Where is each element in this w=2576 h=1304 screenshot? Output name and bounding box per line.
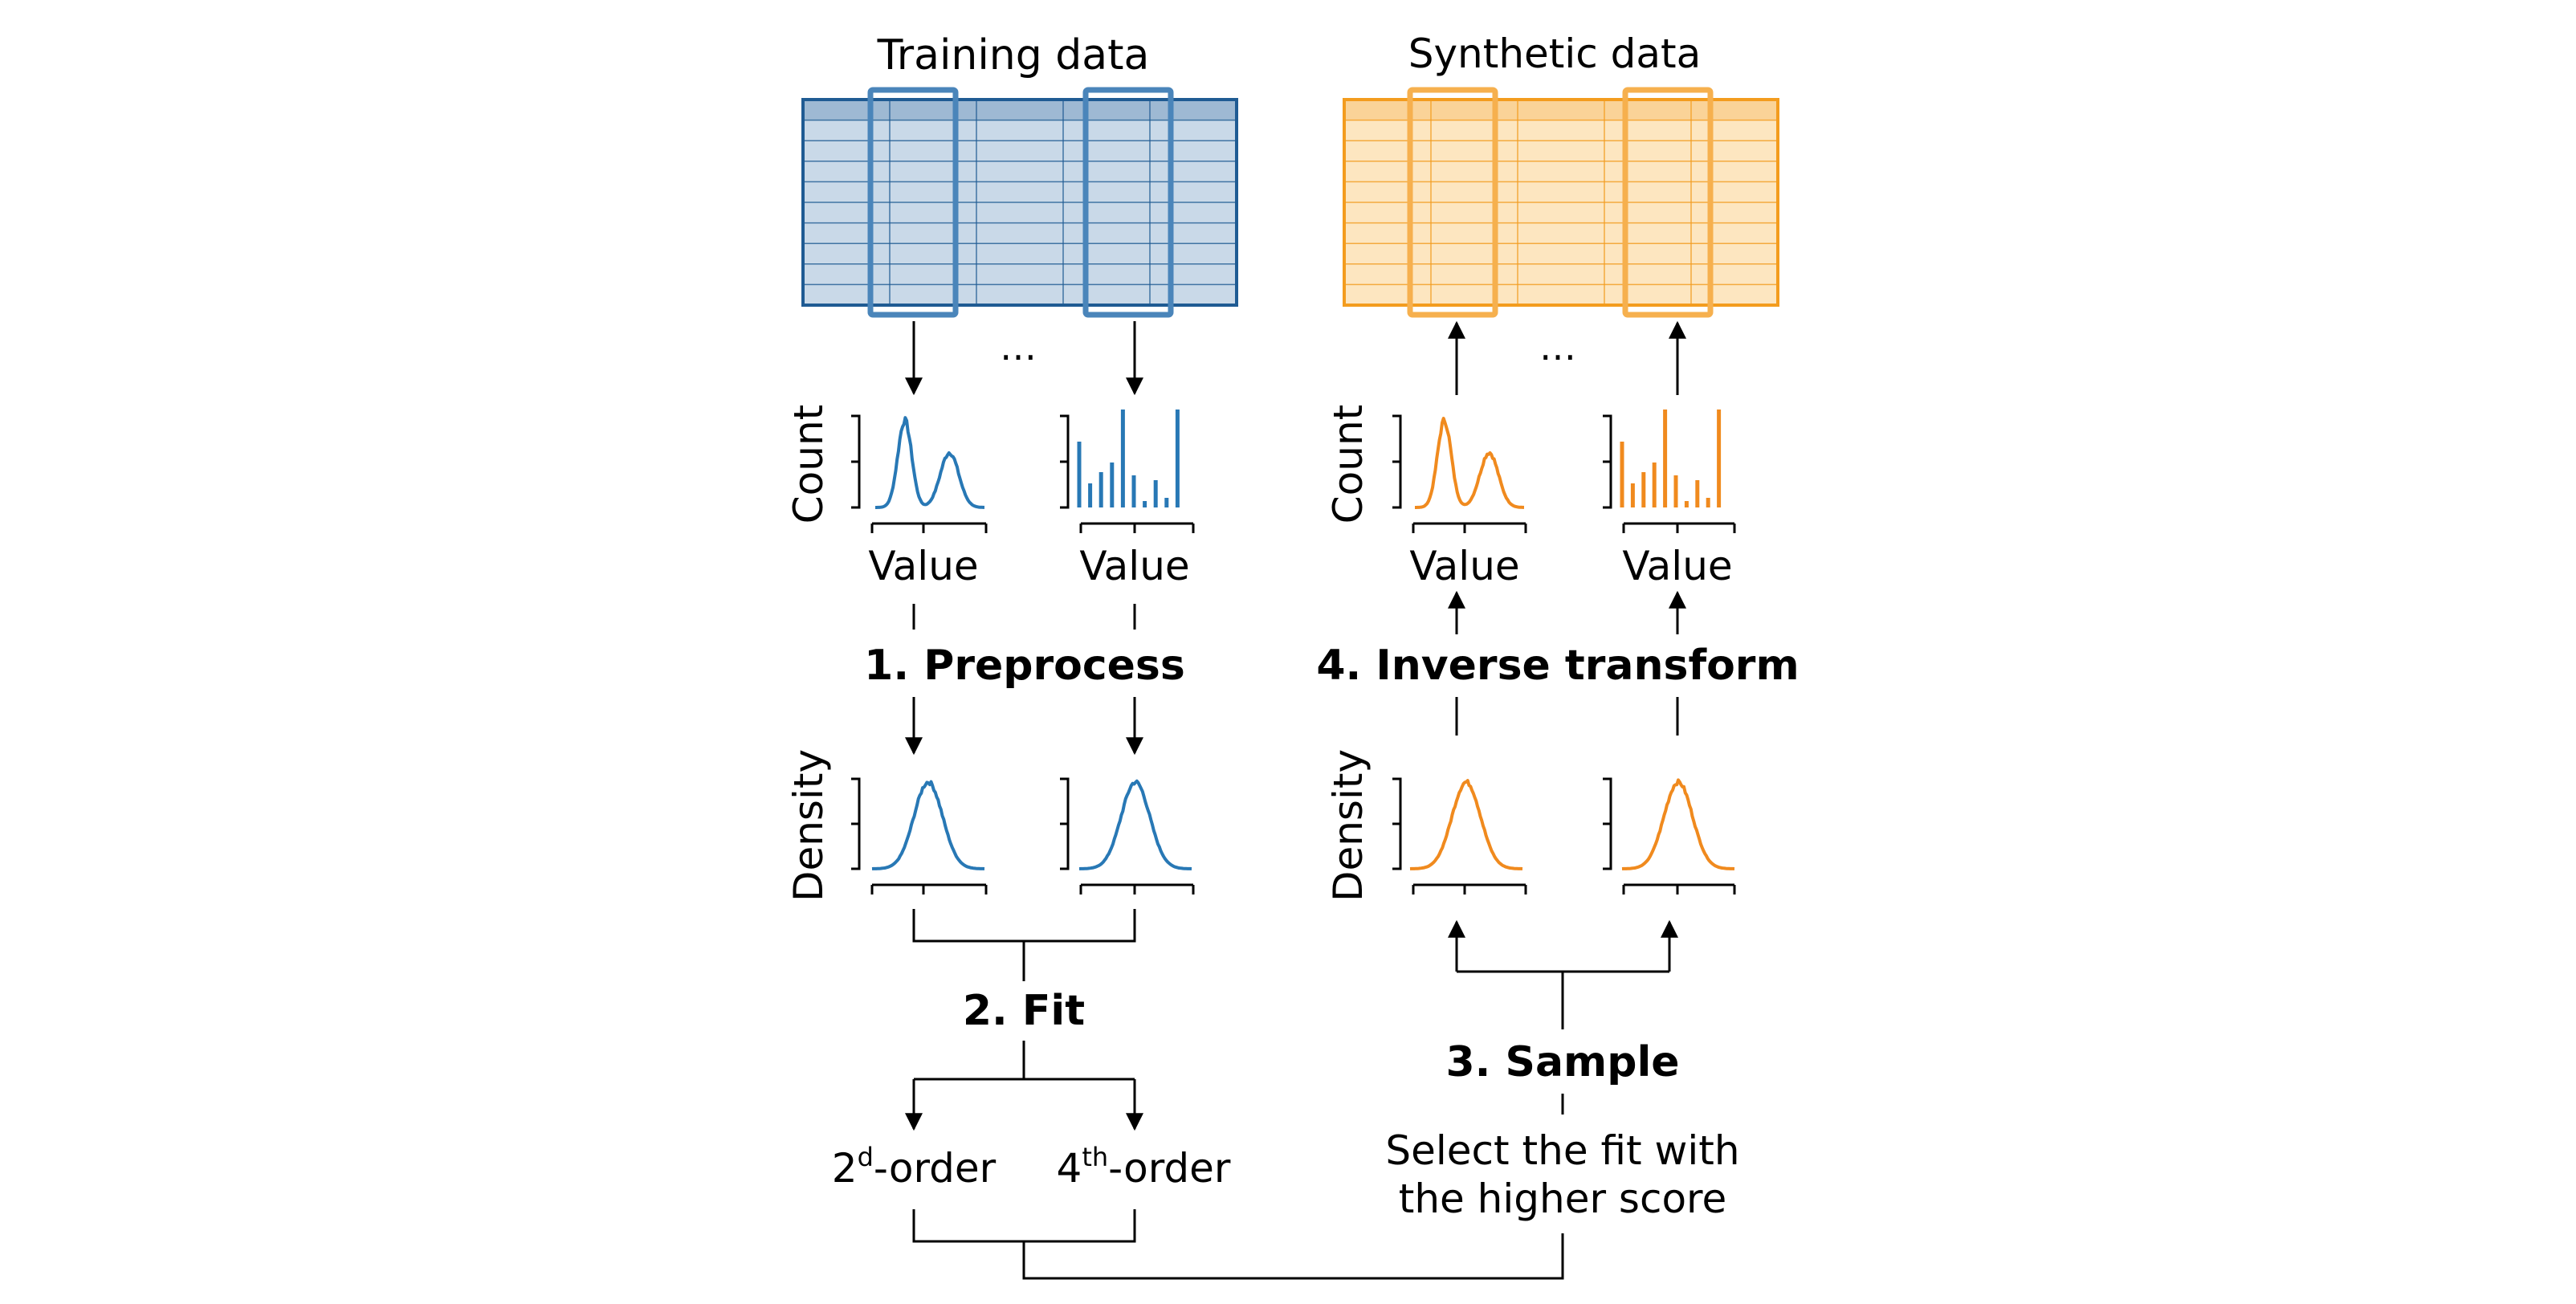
fourth-order-label: 4th-order (1057, 1142, 1231, 1192)
value-label-synthetic-left: Value (1409, 543, 1519, 589)
select-fit-text-line2: the higher score (1399, 1176, 1727, 1222)
fourth-order-base: 4 (1057, 1145, 1082, 1192)
density-s2-curve (1621, 778, 1735, 870)
select-fit-text-line1: Select the fit with (1385, 1127, 1739, 1174)
density-t1-curve (871, 780, 985, 870)
synthetic-table-header-row (1344, 100, 1778, 120)
density-curve-synthetic-left (1392, 777, 1527, 894)
density-curve-training-right (1060, 777, 1195, 894)
fit-merge-bracket (912, 909, 1136, 981)
ellipsis-synthetic: … (1539, 325, 1576, 369)
synthetic-table-selected-column (1622, 87, 1714, 318)
score-connector-line (912, 1209, 1564, 1280)
second-order-superscript: d (858, 1142, 874, 1172)
ellipsis-training: … (1000, 325, 1037, 369)
value-label-training-left: Value (868, 543, 978, 589)
synthetic-table-selected-column (1407, 87, 1498, 318)
synthetic-data-table (1343, 87, 1779, 318)
density-axis-label-synthetic: Density (1325, 749, 1372, 902)
sample-split-bracket (1457, 970, 1669, 1029)
fourth-order-superscript: th (1082, 1142, 1108, 1172)
step-fit-label: 2. Fit (963, 987, 1085, 1035)
step-preprocess-label: 1. Preprocess (864, 642, 1185, 690)
value-label-synthetic-right: Value (1622, 543, 1732, 589)
fourth-order-suffix: -order (1108, 1145, 1231, 1192)
density-s1-curve (1409, 779, 1523, 870)
count-t1-curve (874, 416, 985, 509)
count-histogram-training-continuous (851, 414, 988, 533)
step-sample-label: 3. Sample (1445, 1038, 1679, 1086)
training-data-table (801, 87, 1238, 318)
training-table-header-row (803, 100, 1237, 120)
value-label-training-right: Value (1079, 543, 1189, 589)
density-t2-curve (1078, 779, 1192, 870)
count-s1-curve (1414, 417, 1525, 509)
density-curve-synthetic-right (1603, 777, 1736, 894)
count-histogram-training-discrete (1060, 410, 1195, 533)
second-order-label: 2d-order (832, 1142, 997, 1192)
step-inverse-transform-label: 4. Inverse transform (1316, 642, 1799, 690)
second-order-base: 2 (832, 1145, 858, 1192)
count-histogram-synthetic-continuous (1392, 414, 1527, 533)
fit-split-bracket (914, 1041, 1135, 1081)
density-axis-label-training: Density (785, 749, 832, 902)
count-histogram-synthetic-discrete (1603, 410, 1736, 533)
density-curve-training-left (851, 777, 988, 894)
training-data-title: Training data (877, 31, 1150, 79)
training-table-selected-column (867, 87, 959, 318)
training-table-selected-column (1082, 87, 1174, 318)
synthetic-data-title: Synthetic data (1408, 31, 1702, 77)
count-axis-label-training: Count (785, 405, 832, 524)
count-axis-label-synthetic: Count (1325, 405, 1372, 524)
second-order-suffix: -order (874, 1145, 997, 1192)
